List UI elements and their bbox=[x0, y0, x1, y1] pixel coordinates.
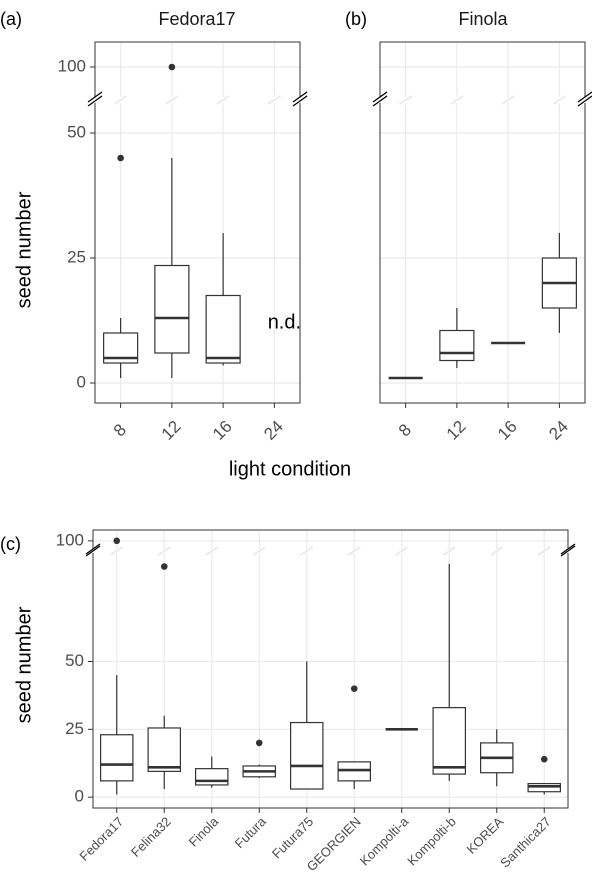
annotation: n.d. bbox=[268, 311, 301, 333]
break-mark bbox=[205, 546, 219, 556]
break-slash bbox=[87, 95, 103, 107]
box bbox=[337, 761, 372, 782]
x-tick-label: Futura75 bbox=[269, 814, 316, 861]
panel-border bbox=[94, 41, 301, 404]
box bbox=[154, 264, 190, 354]
break-mark bbox=[300, 546, 314, 556]
box bbox=[527, 782, 561, 793]
x-tick-label: 24 bbox=[545, 417, 572, 444]
break-slash bbox=[292, 95, 308, 107]
break-slash bbox=[85, 543, 101, 555]
y-tick-label: 100 bbox=[58, 56, 86, 75]
break-slash bbox=[577, 95, 592, 107]
axis-break-gap bbox=[566, 548, 576, 553]
x-tick-label: 16 bbox=[209, 417, 236, 444]
x-tick-label: Finola bbox=[186, 813, 222, 849]
break-mark bbox=[252, 546, 266, 556]
break-slash bbox=[372, 91, 388, 103]
strip-title: Fedora17 bbox=[158, 9, 235, 29]
y-tick-label: 50 bbox=[65, 651, 84, 670]
outlier bbox=[117, 154, 124, 162]
x-tick-label: 12 bbox=[443, 417, 470, 444]
break-mark bbox=[490, 546, 504, 556]
x-tick-label: 24 bbox=[260, 417, 287, 444]
box bbox=[439, 329, 475, 362]
break-mark bbox=[501, 95, 515, 105]
panel-label: (b) bbox=[345, 9, 367, 29]
y-tick-label: 0 bbox=[77, 372, 86, 391]
break-slash bbox=[85, 545, 101, 557]
break-mark bbox=[114, 95, 128, 105]
panel-border bbox=[92, 529, 569, 809]
break-slash bbox=[560, 545, 576, 557]
outlier bbox=[168, 63, 176, 71]
break-mark bbox=[267, 95, 281, 105]
box bbox=[290, 721, 324, 790]
axis-break bbox=[92, 548, 569, 553]
axis-break-gap bbox=[87, 97, 97, 103]
outlier bbox=[255, 739, 263, 747]
axis-break bbox=[379, 97, 586, 103]
outlier bbox=[113, 537, 121, 545]
box bbox=[147, 727, 182, 772]
break-slash bbox=[87, 91, 103, 103]
axis-break-gap bbox=[372, 97, 382, 103]
panel-label: (c) bbox=[0, 534, 21, 554]
x-tick-label: Kompolti-a bbox=[357, 813, 412, 868]
break-mark bbox=[347, 546, 361, 556]
box bbox=[99, 734, 134, 782]
break-slash bbox=[372, 95, 388, 107]
x-tick-label: 8 bbox=[110, 420, 130, 440]
break-mark bbox=[537, 546, 551, 556]
break-mark bbox=[395, 546, 409, 556]
axis-break-gap bbox=[298, 97, 308, 103]
box bbox=[195, 768, 229, 786]
break-mark bbox=[157, 546, 171, 556]
break-mark bbox=[450, 95, 464, 105]
break-mark bbox=[110, 546, 124, 556]
panel-border bbox=[379, 41, 586, 404]
outlier bbox=[350, 685, 358, 692]
x-tick-label: 16 bbox=[494, 417, 521, 444]
x-tick-label: Felina32 bbox=[128, 814, 174, 860]
break-slash bbox=[560, 543, 576, 555]
x-tick-label: 12 bbox=[158, 417, 185, 444]
break-slash bbox=[292, 91, 308, 103]
y-tick-label: 100 bbox=[56, 530, 84, 549]
break-mark bbox=[442, 546, 456, 556]
break-mark bbox=[165, 95, 179, 105]
break-mark bbox=[552, 95, 566, 105]
break-mark bbox=[216, 95, 230, 105]
break-slash bbox=[577, 91, 592, 103]
y-tick-label: 25 bbox=[65, 719, 84, 738]
y-tick-label: 25 bbox=[67, 247, 86, 266]
break-mark bbox=[399, 95, 413, 105]
panel-label: (a) bbox=[0, 9, 22, 29]
y-axis-label: seed number bbox=[13, 606, 35, 723]
x-axis-label: light condition bbox=[229, 458, 351, 480]
outlier bbox=[540, 755, 548, 763]
box bbox=[432, 707, 467, 775]
x-tick-label: Futura bbox=[232, 813, 270, 851]
x-tick-label: Santhica27 bbox=[497, 814, 554, 871]
outlier bbox=[160, 563, 168, 570]
x-tick-label: Fedora17 bbox=[76, 814, 126, 864]
axis-break bbox=[94, 97, 301, 103]
x-tick-label: 8 bbox=[395, 420, 415, 440]
y-tick-label: 50 bbox=[67, 122, 86, 141]
x-tick-label: KOREA bbox=[464, 814, 507, 857]
y-axis-label: seed number bbox=[13, 191, 35, 308]
box bbox=[205, 294, 241, 364]
x-tick-label: Kompolti-b bbox=[404, 814, 459, 869]
y-tick-label: 0 bbox=[75, 787, 84, 806]
strip-title: Finola bbox=[458, 9, 508, 29]
